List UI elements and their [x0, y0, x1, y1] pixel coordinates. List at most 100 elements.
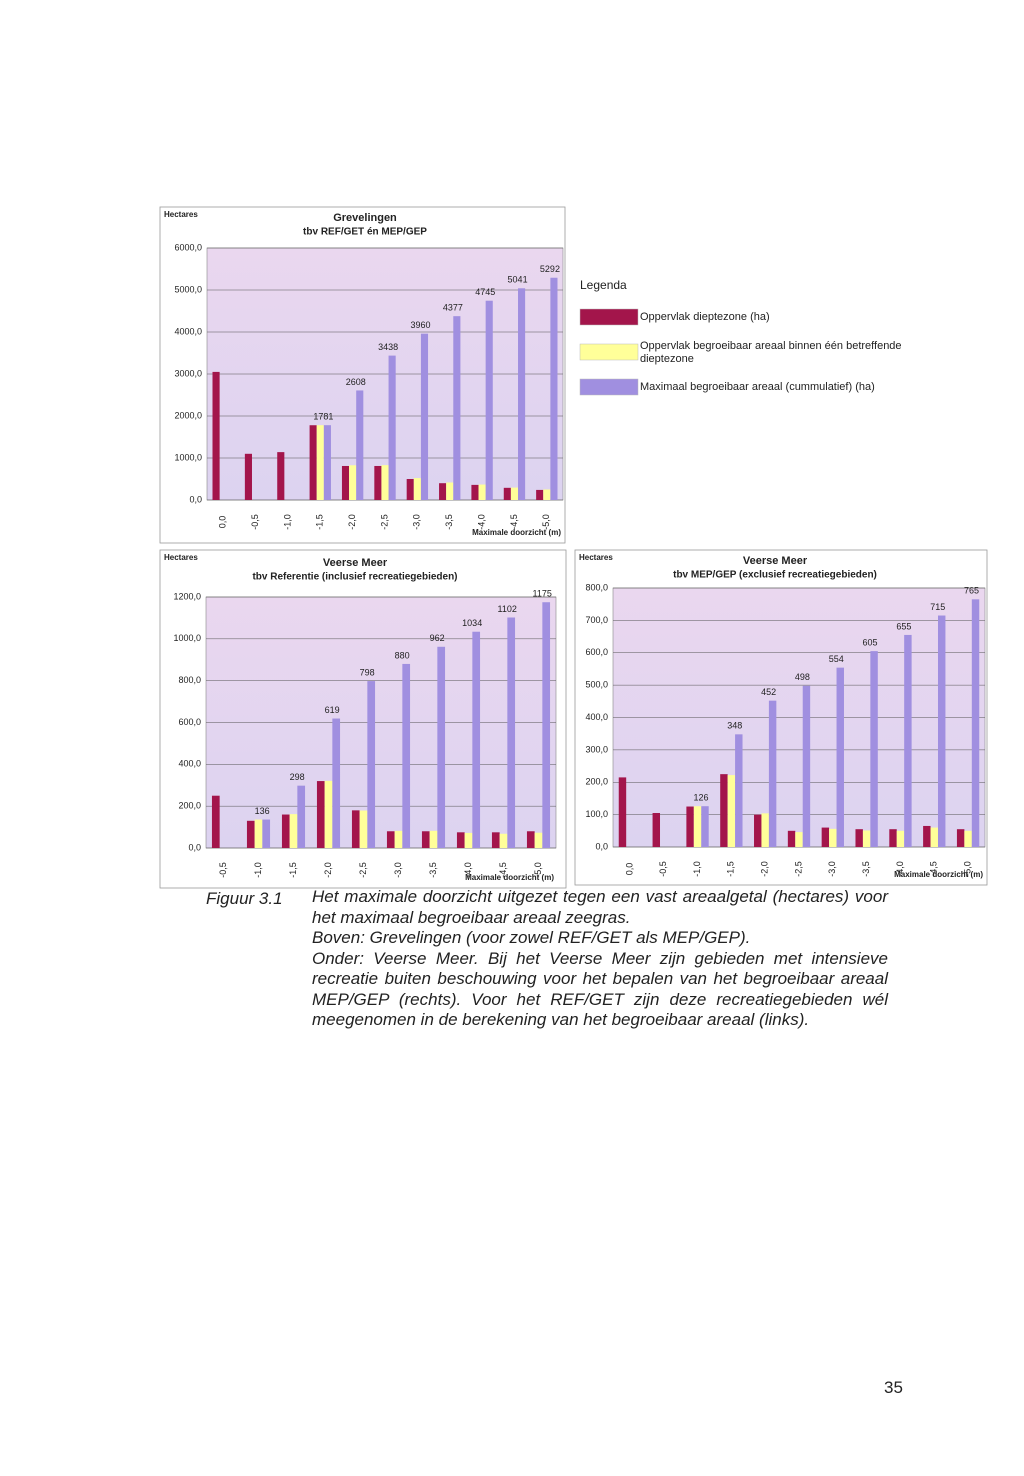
- y-tick-label: 6000,0: [174, 242, 202, 252]
- page-number: 35: [884, 1378, 903, 1397]
- bar: [693, 806, 702, 847]
- x-tick-label: -3,5: [861, 861, 871, 877]
- data-label: 962: [430, 633, 445, 643]
- bar: [821, 827, 830, 847]
- legend-line: Oppervlak dieptezone (ha): [640, 311, 770, 323]
- bar: [356, 390, 364, 500]
- legend-label: Oppervlak dieptezone (ha): [640, 311, 770, 323]
- bar: [923, 825, 931, 847]
- x-tick-label: -5,0: [533, 862, 543, 878]
- bar: [761, 813, 769, 847]
- bar: [439, 483, 447, 500]
- data-label: 1781: [313, 412, 333, 422]
- chart-title: Grevelingen: [333, 212, 397, 224]
- x-tick-label: -3,5: [444, 514, 454, 530]
- bar: [550, 277, 558, 500]
- bar: [543, 489, 551, 500]
- y-axis-label: Hectares: [579, 553, 613, 562]
- y-tick-label: 300,0: [585, 744, 608, 754]
- bar: [446, 482, 454, 500]
- bar: [277, 452, 285, 500]
- x-tick-label: -3,5: [428, 862, 438, 878]
- bar: [246, 820, 255, 848]
- data-label: 126: [693, 793, 708, 803]
- data-label: 452: [761, 687, 776, 697]
- bar: [211, 795, 220, 848]
- bar: [437, 646, 446, 848]
- bar: [429, 830, 438, 848]
- bar: [802, 685, 811, 847]
- bar: [386, 831, 395, 848]
- bar: [686, 806, 694, 847]
- x-tick-label: -3,0: [827, 861, 837, 877]
- data-label: 1034: [462, 618, 482, 628]
- x-tick-label: -1,0: [692, 861, 702, 877]
- bar: [359, 810, 368, 848]
- y-tick-label: 1000,0: [174, 452, 202, 462]
- bar: [836, 667, 844, 847]
- legend-swatch: [579, 308, 639, 326]
- bar: [768, 700, 777, 847]
- bar: [526, 831, 535, 848]
- bar: [324, 780, 333, 848]
- bar: [701, 806, 709, 847]
- chart-subtitle: tbv MEP/GEP (exclusief recreatiegebieden…: [673, 570, 877, 581]
- data-label: 136: [255, 806, 270, 816]
- bar: [341, 465, 350, 500]
- bar: [381, 465, 389, 500]
- bar: [735, 734, 743, 847]
- legend-line: Maximaal begroeibaar areaal (cummulatief…: [640, 381, 875, 393]
- y-tick-label: 5000,0: [174, 284, 202, 294]
- data-label: 765: [964, 586, 979, 596]
- y-tick-label: 0,0: [189, 494, 202, 504]
- bar: [795, 832, 803, 847]
- bar: [964, 830, 972, 847]
- data-label: 715: [930, 602, 945, 612]
- y-tick-label: 200,0: [178, 801, 201, 811]
- x-tick-label: -0,5: [250, 514, 260, 530]
- bar: [374, 465, 382, 500]
- y-tick-label: 800,0: [585, 582, 608, 592]
- x-tick-label: -2,0: [760, 861, 770, 877]
- y-axis-label: Hectares: [164, 210, 198, 219]
- bar: [289, 814, 298, 848]
- chart-title: Veerse Meer: [743, 555, 808, 567]
- bar: [870, 651, 878, 847]
- bar: [862, 830, 871, 847]
- bar: [787, 830, 796, 847]
- chart-subtitle: tbv REF/GET én MEP/GEP: [303, 227, 427, 238]
- x-tick-label: -4,0: [463, 862, 473, 878]
- bar: [491, 832, 500, 848]
- x-tick-label: -5,0: [541, 514, 551, 530]
- y-tick-label: 600,0: [178, 717, 201, 727]
- y-tick-label: 700,0: [585, 615, 608, 625]
- caption-paragraph: Het maximale doorzicht uitgezet tegen ee…: [312, 887, 888, 927]
- bar: [727, 775, 736, 847]
- data-label: 880: [395, 650, 410, 660]
- data-label: 1102: [498, 604, 517, 614]
- data-label: 4745: [475, 287, 495, 297]
- x-tick-label: -0,5: [658, 861, 668, 877]
- x-tick-label: -4,0: [476, 514, 486, 530]
- x-axis-label: Maximale doorzicht (m): [894, 870, 983, 879]
- x-tick-label: -1,0: [253, 862, 263, 878]
- bar: [542, 602, 551, 848]
- data-label: 348: [727, 721, 742, 731]
- bar: [478, 484, 486, 500]
- x-tick-label: -3,0: [393, 862, 403, 878]
- x-tick-label: -4,5: [509, 514, 519, 530]
- x-tick-label: 0,0: [218, 516, 228, 529]
- x-axis-label: Maximale doorzicht (m): [465, 873, 554, 882]
- bar: [720, 774, 728, 847]
- x-tick-label: -4,5: [929, 861, 939, 877]
- bar: [534, 832, 543, 848]
- bar: [420, 333, 429, 500]
- y-tick-label: 0,0: [595, 841, 608, 851]
- chart-title: Veerse Meer: [323, 557, 388, 569]
- bar: [349, 465, 357, 500]
- x-tick-label: -4,5: [498, 862, 508, 878]
- y-tick-label: 100,0: [585, 809, 608, 819]
- chart-subtitle: tbv Referentie (inclusief recreatiegebie…: [252, 572, 457, 583]
- bar: [244, 453, 252, 500]
